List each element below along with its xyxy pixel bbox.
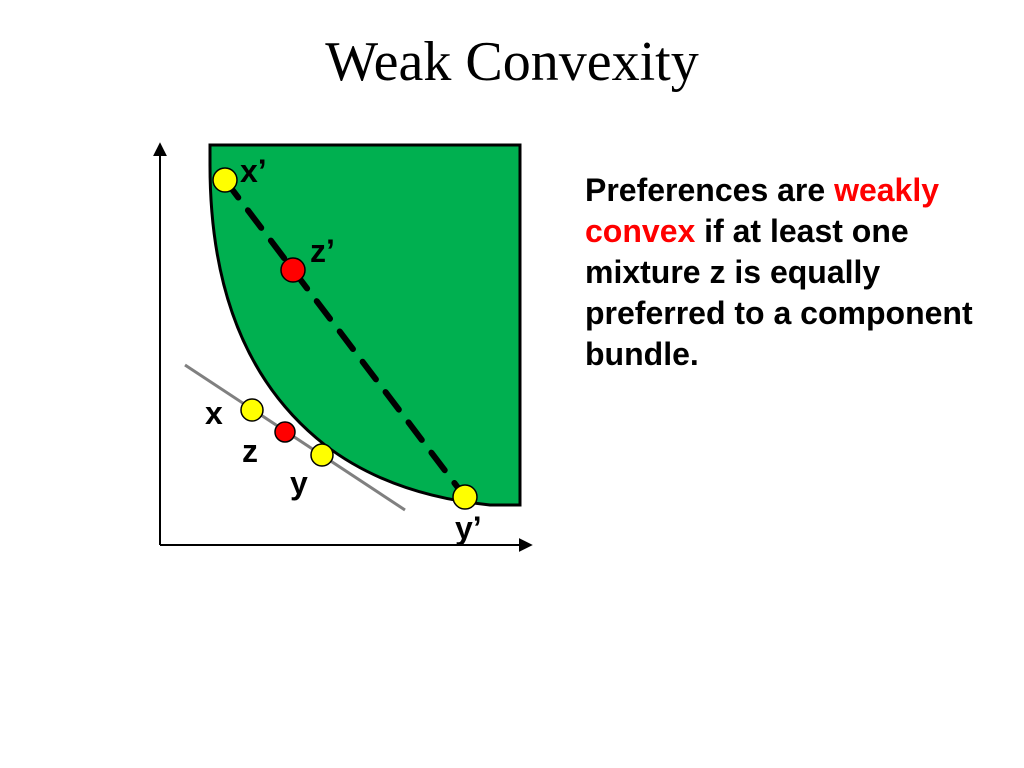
label-z_prime: z’	[310, 233, 335, 270]
definition-prefix: Preferences are	[585, 172, 834, 208]
label-y_prime: y’	[455, 510, 482, 547]
point-x_prime	[213, 168, 237, 192]
label-y: y	[290, 465, 308, 502]
point-z_prime	[281, 258, 305, 282]
point-y	[311, 444, 333, 466]
point-x	[241, 399, 263, 421]
slide-title: Weak Convexity	[0, 30, 1024, 94]
chart-svg	[130, 135, 560, 575]
label-x: x	[205, 395, 223, 432]
slide: Weak Convexity x’ z’ xzy y’ Preferences are…	[0, 0, 1024, 768]
convexity-chart: x’ z’ xzy y’	[130, 135, 560, 575]
point-y_prime	[453, 485, 477, 509]
point-z	[275, 422, 295, 442]
label-z: z	[242, 433, 258, 470]
definition-text: Preferences are weakly convex if at leas…	[585, 170, 1020, 375]
label-x_prime: x’	[240, 153, 267, 190]
